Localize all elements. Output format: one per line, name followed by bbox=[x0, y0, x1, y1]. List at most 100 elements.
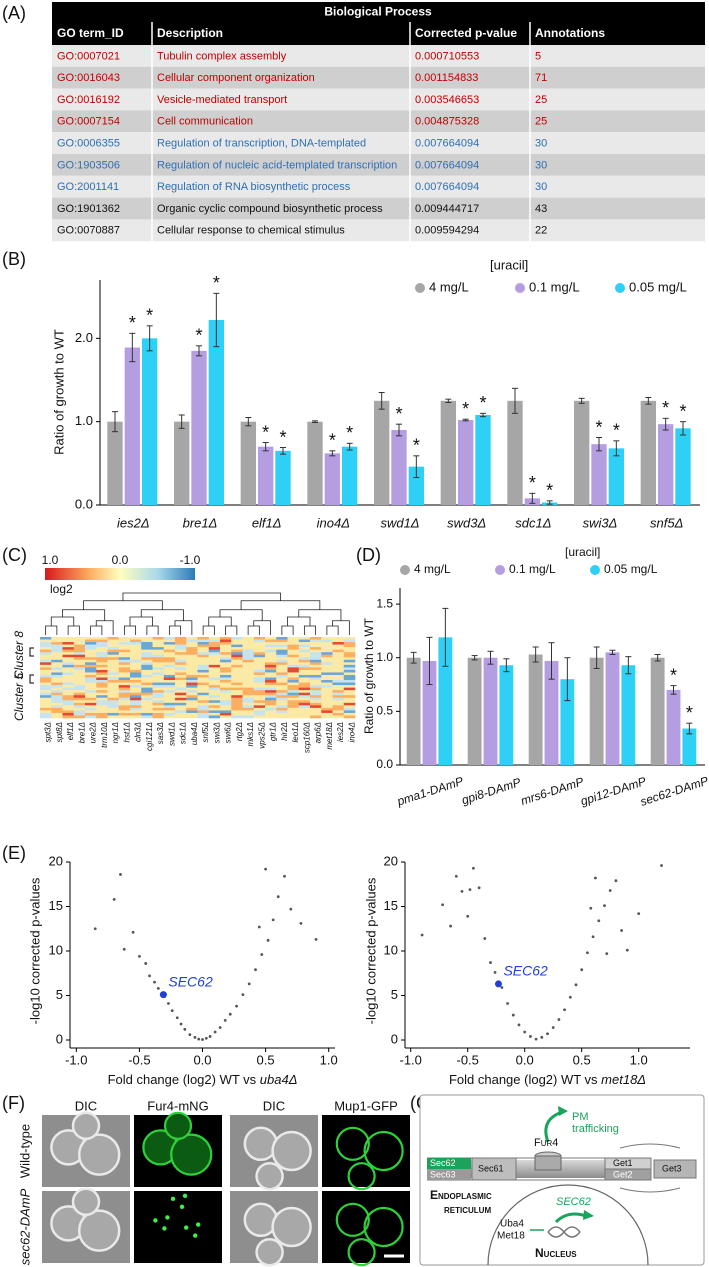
heatmap-cell bbox=[287, 695, 300, 699]
heatmap-cell bbox=[231, 669, 243, 673]
heatmap-cell bbox=[321, 710, 333, 714]
heatmap-cell bbox=[73, 647, 86, 650]
heatmap-cell bbox=[96, 639, 108, 643]
heatmap-cell bbox=[310, 664, 322, 668]
heatmap-cell bbox=[287, 677, 300, 681]
heatmap-cell bbox=[298, 652, 311, 656]
heatmap-cell bbox=[220, 667, 232, 671]
heatmap-cell bbox=[242, 647, 255, 650]
heatmap-cell bbox=[118, 705, 131, 709]
heatmap-cell bbox=[265, 639, 277, 643]
point bbox=[589, 906, 593, 910]
x-axis-label-text: Fold change (log2) WT vs bbox=[108, 1072, 260, 1087]
heatmap-cell bbox=[265, 680, 277, 683]
heatmap-cell bbox=[40, 692, 52, 696]
heatmap-cell bbox=[96, 649, 108, 653]
dendrogram-branch bbox=[253, 620, 272, 635]
heatmap-cell bbox=[40, 674, 52, 678]
heatmap-cell bbox=[321, 685, 333, 688]
heatmap-cell bbox=[208, 680, 221, 683]
heatmap-cell bbox=[51, 654, 63, 658]
heatmap-cell bbox=[332, 702, 345, 706]
heatmap-cell bbox=[96, 697, 108, 701]
heatmap-cell bbox=[310, 654, 322, 658]
heatmap-cell bbox=[186, 677, 198, 681]
heatmap-cell bbox=[130, 697, 142, 701]
dic-cell bbox=[255, 1161, 284, 1191]
heatmap-cell bbox=[276, 642, 288, 645]
fluorescent-punctum bbox=[162, 1226, 167, 1231]
heatmap-cell bbox=[51, 700, 63, 704]
heatmap-cell bbox=[265, 667, 277, 671]
heatmap-cell bbox=[265, 654, 277, 658]
heatmap-cell bbox=[242, 639, 255, 643]
heatmap-cell bbox=[73, 642, 86, 645]
heatmap-cell bbox=[253, 669, 266, 673]
bar bbox=[528, 654, 543, 765]
y-tick-label: 0.5 bbox=[376, 704, 393, 718]
heatmap-cell bbox=[73, 667, 86, 671]
heatmap-cell bbox=[197, 644, 210, 648]
heatmap-cell bbox=[62, 669, 75, 673]
dendrogram-branch bbox=[174, 620, 193, 635]
heatmap-cell bbox=[118, 662, 131, 666]
heatmap-cell bbox=[85, 707, 97, 711]
bar bbox=[275, 450, 291, 505]
heatmap-cell bbox=[85, 639, 97, 643]
heatmap-cell bbox=[253, 654, 266, 658]
heatmap-cell bbox=[321, 687, 333, 691]
heatmap-cell bbox=[141, 692, 153, 696]
heatmap-cell bbox=[298, 657, 311, 661]
bar bbox=[621, 665, 636, 765]
heatmap-cell bbox=[321, 672, 333, 676]
heatmap-cell bbox=[298, 680, 311, 683]
heatmap-cell bbox=[118, 700, 131, 704]
heatmap-cell bbox=[287, 685, 300, 688]
heatmap-cell bbox=[51, 695, 63, 699]
heatmap-cell bbox=[332, 692, 345, 696]
heatmap-cell bbox=[163, 659, 176, 663]
heatmap-cell bbox=[96, 667, 108, 671]
heatmap-cell bbox=[220, 680, 232, 683]
heatmap-cell bbox=[197, 652, 210, 656]
dendrogram-branch bbox=[83, 600, 163, 610]
heatmap-cell bbox=[310, 695, 322, 699]
heatmap-cell bbox=[231, 674, 243, 678]
y-tick-label: 0 bbox=[391, 1031, 398, 1046]
heatmap-cell bbox=[220, 672, 232, 676]
heatmap-cell bbox=[175, 674, 187, 678]
column-header: DIC bbox=[263, 1098, 285, 1113]
legend-title: [uracil] bbox=[565, 545, 600, 559]
strain-label: swd1Δ bbox=[167, 722, 176, 746]
heatmap-cell bbox=[310, 662, 322, 666]
diagram-label: Endoplasmic bbox=[430, 1188, 492, 1202]
heatmap-cell bbox=[208, 692, 221, 696]
heatmap-cell bbox=[208, 654, 221, 658]
point bbox=[517, 1023, 521, 1027]
heatmap-cell bbox=[40, 707, 52, 711]
heatmap-cell bbox=[152, 707, 165, 711]
point bbox=[591, 935, 595, 939]
heatmap-cell bbox=[220, 687, 232, 691]
heatmap-cell bbox=[220, 652, 232, 656]
heatmap-cell bbox=[321, 657, 333, 661]
dendrogram-branch bbox=[67, 625, 80, 635]
heatmap-cell bbox=[265, 657, 277, 661]
heatmap-cell bbox=[107, 695, 120, 699]
point bbox=[131, 930, 135, 934]
heatmap-cell bbox=[62, 644, 75, 648]
heatmap-cell bbox=[73, 705, 86, 709]
heatmap-cell bbox=[253, 642, 266, 645]
sec63-box bbox=[427, 1169, 471, 1180]
fluorescent-punctum bbox=[193, 1233, 198, 1238]
heatmap-cell bbox=[208, 697, 221, 701]
heatmap-cell bbox=[220, 715, 232, 719]
y-tick-label: 0.0 bbox=[376, 757, 393, 771]
table-cell: 0.004875328 bbox=[415, 116, 479, 128]
heatmap-cell bbox=[208, 715, 221, 719]
heatmap-cell bbox=[62, 710, 75, 714]
point bbox=[241, 993, 245, 997]
heatmap-cell bbox=[265, 707, 277, 711]
heatmap-cell bbox=[85, 659, 97, 663]
heatmap-cell bbox=[265, 710, 277, 714]
